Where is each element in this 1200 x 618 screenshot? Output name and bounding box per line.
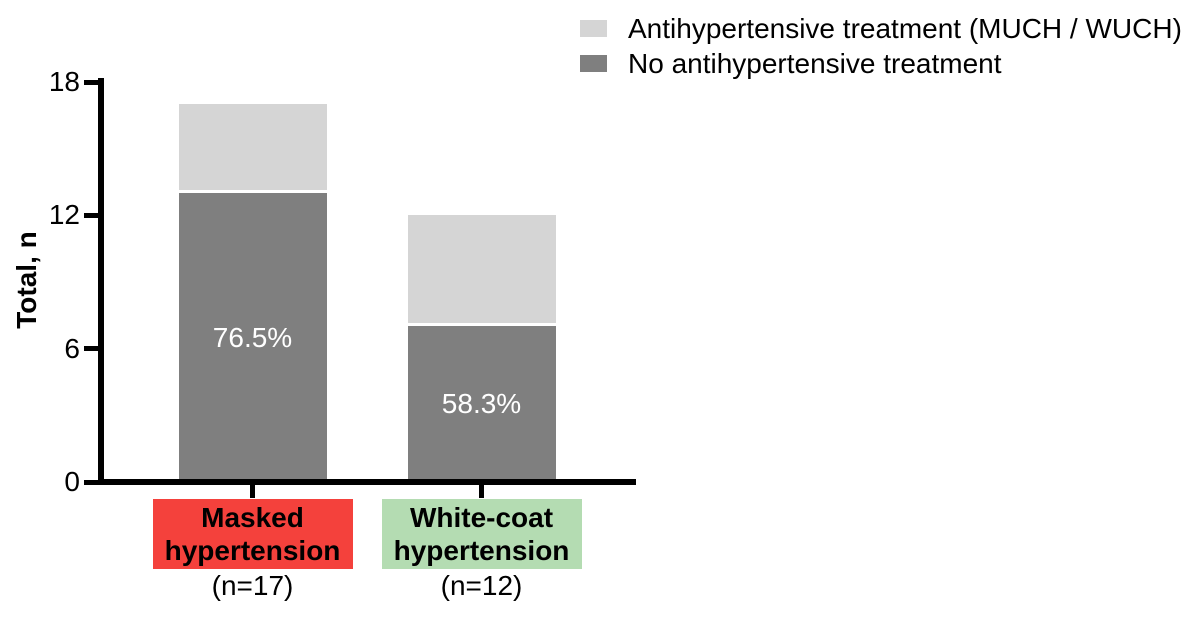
y-tick-label-0: 0 [64,466,80,497]
category-sublabel-white-coat-hypertension: (n=12) [440,570,523,601]
y-tick-mark-6 [84,346,101,352]
y-tick-mark-18 [84,79,101,85]
y-tick-label-18: 18 [48,66,80,97]
x-tick-mark-white-coat-hypertension [479,485,484,498]
legend-swatch-1 [580,55,607,72]
y-tick-mark-12 [84,212,101,218]
bar-white-coat-hypertension-segment-1 [407,215,556,327]
y-tick-label-12: 12 [48,199,80,231]
legend-swatch-0 [580,20,607,37]
category-box-masked-hypertension: Masked hypertension [152,499,353,569]
y-axis-line [98,78,104,485]
y-tick-label-6: 6 [64,332,80,364]
bar-masked-hypertension-segment-0: 76.5% [178,193,327,482]
category-label-masked-hypertension-line-0: Masked [201,502,304,533]
legend-label-0: Antihypertensive treatment (MUCH / WUCH) [628,12,1182,44]
x-axis-line [98,479,636,485]
y-axis-title: Total, n [11,231,42,329]
category-sublabel-masked-hypertension: (n=17) [211,570,294,601]
category-label-masked-hypertension-line-1: hypertension [164,535,341,566]
category-label-white-coat-hypertension-line-0: White-coat [409,502,554,533]
bar-white-coat-hypertension-segment-0: 58.3% [407,326,556,482]
percent-label-white-coat-hypertension: 58.3% [441,388,522,420]
x-tick-mark-masked-hypertension [250,485,255,498]
legend-label-1: No antihypertensive treatment [628,47,1002,79]
bar-masked-hypertension-segment-1 [178,104,327,194]
category-label-white-coat-hypertension-line-1: hypertension [393,535,570,566]
category-box-white-coat-hypertension: White-coat hypertension [381,499,582,569]
percent-label-masked-hypertension: 76.5% [212,321,293,353]
y-tick-mark-0 [84,479,101,485]
